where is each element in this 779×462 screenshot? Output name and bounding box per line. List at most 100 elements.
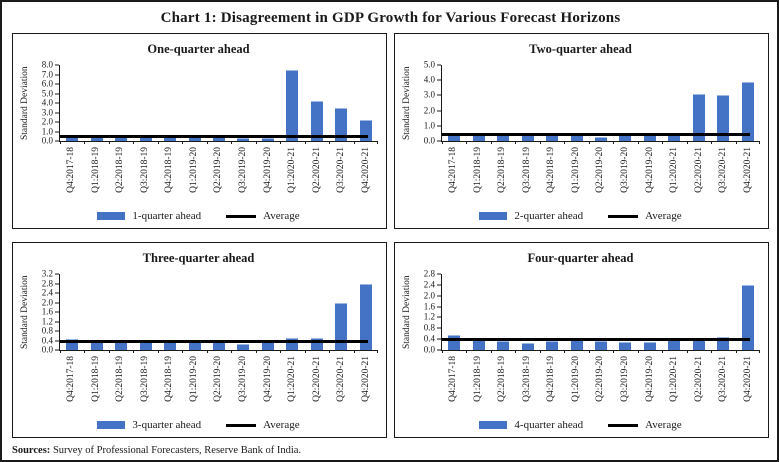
bar [619, 342, 632, 350]
legend-line-swatch [226, 214, 257, 218]
y-tick-mark [437, 295, 441, 297]
y-tick-mark [55, 321, 59, 322]
x-tick-mark [588, 141, 590, 144]
y-tick: 5.0 [42, 89, 59, 98]
legend: 4-quarter ahead Average [401, 419, 760, 434]
y-tick-label: 5.0 [423, 59, 435, 70]
y-tick-label: 0.4 [423, 333, 435, 344]
x-tick-mark [60, 350, 61, 353]
x-tick-mark [759, 350, 760, 353]
x-axis-label: Q4:2020-21 [360, 356, 371, 402]
y-tick: 0.4 [423, 333, 441, 344]
bar [741, 284, 754, 350]
x-label-cell: Q1:2019-20 [182, 147, 207, 201]
x-tick-mark [613, 141, 615, 144]
x-label-cell: Q4:2017-18 [59, 147, 84, 201]
x-label-cell: Q4:2017-18 [59, 356, 84, 410]
y-tick: 2.8 [424, 269, 441, 279]
x-label-cell: Q2:2020-21 [304, 356, 329, 410]
x-label-cell: Q4:2020-21 [735, 356, 760, 410]
x-axis-label: Q1:2019-20 [570, 356, 581, 402]
x-axis-label: Q3:2018-19 [521, 356, 532, 402]
y-tick-mark [55, 340, 59, 341]
y-tick-mark [55, 74, 59, 75]
y-tick-label: 1.6 [41, 306, 53, 317]
x-label-cell: Q1:2020-21 [280, 147, 305, 201]
x-axis-labels: Q4:2017-18 Q1:2018-19 Q2:2018-19 Q3:2018-19… [59, 147, 378, 201]
y-tick-mark [437, 349, 441, 351]
x-axis-label: Q1:2019-20 [188, 147, 199, 193]
y-tick-mark [437, 338, 441, 340]
y-tick-mark [55, 302, 59, 303]
bar [286, 69, 299, 141]
x-label-cell: Q3:2020-21 [329, 356, 354, 410]
plot-area [59, 65, 378, 144]
legend-average-label: Average [263, 210, 300, 222]
x-label-cell: Q3:2019-20 [613, 356, 638, 410]
x-label-cell: Q4:2018-19 [157, 147, 182, 201]
x-axis-label: Q1:2020-21 [669, 356, 680, 402]
y-tick-label: 0.0 [41, 135, 53, 146]
x-axis-label: Q2:2020-21 [693, 356, 704, 402]
y-axis: 5.0 4.0 3.0 2.0 1.0 0.0 [414, 60, 441, 145]
x-tick-mark [442, 350, 443, 353]
y-tick: 0.0 [42, 345, 59, 355]
x-axis-label: Q3:2018-19 [139, 147, 150, 193]
y-tick-mark [437, 316, 441, 318]
x-label-cell: Q3:2018-19 [515, 147, 540, 201]
x-label-cell: Q1:2018-19 [466, 147, 491, 201]
x-tick-mark [84, 350, 86, 353]
y-tick: 6.0 [42, 79, 59, 89]
x-tick-mark [157, 350, 159, 353]
x-label-cell: Q2:2019-20 [588, 356, 613, 410]
x-tick-mark [255, 350, 257, 353]
x-tick-mark [206, 350, 208, 353]
x-tick-mark [662, 141, 664, 144]
y-tick-mark [55, 140, 59, 142]
x-label-cell: Q4:2019-20 [637, 356, 662, 410]
x-axis-label: Q4:2017-18 [448, 147, 459, 193]
x-axis-label: Q1:2018-19 [472, 356, 483, 402]
x-label-cell: Q4:2019-20 [637, 147, 662, 201]
x-axis-label: Q4:2017-18 [448, 356, 459, 402]
x-label-cell: Q3:2020-21 [711, 356, 736, 410]
x-axis-label: Q1:2020-21 [287, 147, 298, 193]
sources-label: Sources: [12, 445, 51, 456]
y-tick-label: 1.0 [41, 126, 53, 136]
x-label-cell: Q1:2018-19 [84, 147, 109, 201]
x-tick-mark [84, 141, 86, 144]
x-axis-label: Q2:2019-20 [213, 356, 224, 402]
x-label-cell: Q4:2018-19 [539, 147, 564, 201]
bar [310, 100, 323, 141]
x-axis-label: Q1:2018-19 [90, 147, 101, 193]
x-axis-label: Q1:2018-19 [472, 147, 483, 193]
x-label-cell: Q3:2018-19 [515, 356, 540, 410]
y-tick-mark [55, 121, 59, 123]
bar [741, 82, 754, 141]
y-tick-label: 0.8 [423, 322, 435, 333]
average-line [442, 133, 751, 137]
x-label-cell: Q1:2018-19 [466, 356, 491, 410]
y-tick-mark [55, 131, 59, 132]
chart-area: Standard Deviation 8.0 7.0 6.0 5.0 4.0 3.0 2.0 1… [19, 60, 378, 201]
y-tick-label: 1.0 [423, 120, 435, 131]
y-tick: 0.8 [42, 326, 59, 336]
bar [335, 107, 348, 141]
x-tick-mark [711, 141, 713, 144]
plot-area [441, 65, 760, 144]
x-label-cell: Q4:2020-21 [735, 147, 760, 201]
x-label-cell: Q3:2020-21 [329, 147, 354, 201]
x-axis-label: Q4:2019-20 [262, 147, 273, 193]
bar [286, 338, 299, 350]
x-axis-label: Q3:2019-20 [237, 147, 248, 193]
chart-panel-4: Four-quarter ahead Standard Deviation 2.8 2… [394, 242, 769, 438]
x-label-cell: Q3:2019-20 [613, 147, 638, 201]
x-label-cell: Q2:2018-19 [490, 356, 515, 410]
x-tick-mark [231, 350, 233, 353]
x-tick-mark [353, 141, 355, 144]
x-label-cell: Q2:2020-21 [686, 147, 711, 201]
bar [66, 338, 79, 350]
y-axis: 3.2 2.8 2.4 2.0 1.6 1.2 0.8 0.4 0.0 [32, 269, 59, 354]
y-tick: 0.0 [41, 135, 59, 146]
x-tick-mark [613, 350, 615, 353]
